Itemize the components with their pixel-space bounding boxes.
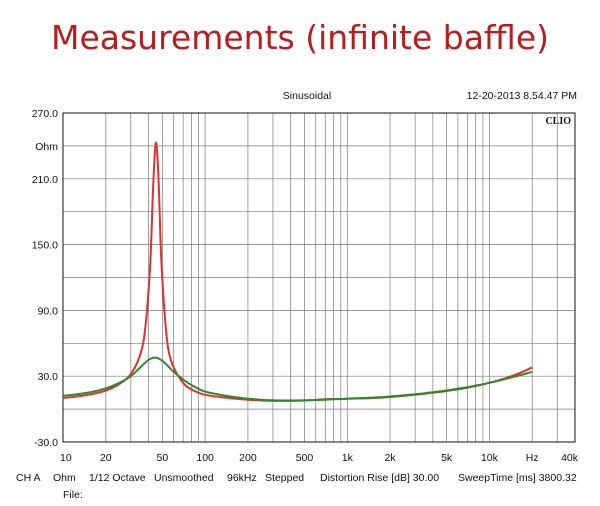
footer-distortion: Distortion Rise [dB] 30.00 <box>320 472 439 484</box>
footer-stepped: Stepped <box>265 472 304 484</box>
x-tick-label: 100 <box>196 452 214 464</box>
x-tick-label: 20 <box>100 452 112 464</box>
y-tick-label: 90.0 <box>38 305 59 317</box>
x-tick-label: 200 <box>239 452 257 464</box>
footer-octave: 1/12 Octave <box>89 472 146 484</box>
x-tick-label: 500 <box>296 452 314 464</box>
header-datetime: 12-20-2013 8.54.47 PM <box>467 90 577 102</box>
x-tick-label: 50 <box>157 452 169 464</box>
y-tick-label: Ohm <box>35 141 58 153</box>
y-axis-labels: 270.0 Ohm 210.0 150.0 90.0 30.0 -30.0 <box>32 108 59 449</box>
footer-unit: Ohm <box>53 472 76 484</box>
x-tick-label: 10 <box>60 452 72 464</box>
footer-smoothing: Unsmoothed <box>154 472 214 484</box>
y-tick-label: 270.0 <box>32 108 58 120</box>
footer-channel: CH A <box>16 472 41 484</box>
y-tick-label: 150.0 <box>32 240 58 252</box>
series-red-line <box>62 141 533 402</box>
slide-title: Measurements (infinite baffle) <box>50 18 550 57</box>
x-tick-label: 1k <box>342 452 354 464</box>
grid <box>63 113 575 442</box>
x-tick-label: 5k <box>441 452 453 464</box>
x-tick-label: Hz <box>526 452 539 464</box>
series-layer <box>62 141 533 402</box>
y-tick-label: -30.0 <box>34 437 58 449</box>
header-mode: Sinusoidal <box>283 90 331 102</box>
footer-info: CH A Ohm 1/12 Octave Unsmoothed 96kHz St… <box>16 472 577 501</box>
x-tick-label: 10k <box>481 452 499 464</box>
footer-samplerate: 96kHz <box>227 472 257 484</box>
x-tick-label: 40k <box>561 452 579 464</box>
x-axis-labels: 10 20 50 100 200 500 1k 2k 5k 10k Hz 40k <box>60 452 579 464</box>
x-tick-label: 2k <box>385 452 397 464</box>
y-tick-label: 210.0 <box>32 174 58 186</box>
footer-sweeptime: SweepTime [ms] 3800.32 <box>458 472 577 484</box>
plot-frame <box>62 112 576 443</box>
y-tick-label: 30.0 <box>38 371 59 383</box>
footer-file: File: <box>63 489 83 501</box>
brand-logo: CLIO <box>545 116 571 127</box>
series-green-line <box>62 356 533 402</box>
